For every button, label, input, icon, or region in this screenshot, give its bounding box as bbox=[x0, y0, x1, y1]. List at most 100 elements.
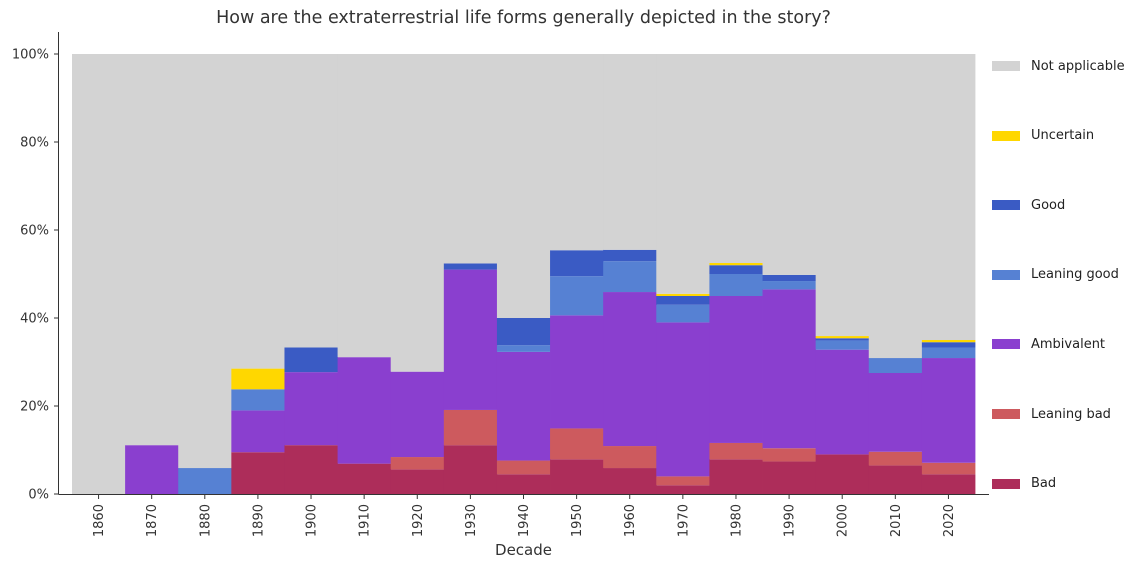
bar-segment bbox=[550, 276, 604, 316]
legend-item: Leaning good bbox=[992, 265, 1119, 285]
x-tick-label: 1990 bbox=[783, 504, 798, 537]
bar-segment bbox=[921, 54, 976, 340]
y-tick-label: 20% bbox=[20, 400, 49, 415]
legend-label: Uncertain bbox=[1031, 128, 1095, 144]
bar-segment bbox=[496, 474, 551, 494]
bar-segment bbox=[762, 54, 817, 275]
bar-segment bbox=[496, 345, 551, 352]
bar-segment bbox=[550, 315, 604, 429]
x-tick-label: 1960 bbox=[623, 504, 638, 537]
bar-segment bbox=[815, 336, 870, 339]
bar-segment bbox=[72, 54, 126, 494]
bar-segment bbox=[762, 281, 817, 290]
bar-segment bbox=[337, 463, 392, 494]
bar-segment bbox=[178, 468, 232, 494]
x-tick-label: 1940 bbox=[517, 504, 532, 537]
y-tick-label: 100% bbox=[12, 48, 49, 63]
bar-segment bbox=[337, 357, 392, 464]
bar-segment bbox=[603, 54, 657, 250]
bar-segment bbox=[868, 451, 923, 466]
bar-segment bbox=[125, 445, 179, 494]
bar-segment bbox=[390, 457, 445, 470]
y-tick-label: 80% bbox=[20, 136, 49, 151]
bar-segment bbox=[390, 54, 445, 372]
x-tick-label: 1890 bbox=[251, 504, 266, 537]
bar-segment bbox=[762, 289, 817, 449]
bar-segment bbox=[815, 54, 870, 337]
x-axis-label: Decade bbox=[495, 541, 552, 559]
bar-segment bbox=[496, 318, 551, 346]
legend-label: Leaning good bbox=[1031, 267, 1119, 283]
bar-segment bbox=[603, 446, 657, 469]
bar-segment bbox=[762, 274, 817, 282]
bar-segment bbox=[550, 428, 604, 460]
bar-segment bbox=[496, 460, 551, 475]
legend-label: Good bbox=[1031, 197, 1066, 213]
x-tick-label: 1930 bbox=[464, 504, 479, 537]
legend-swatch bbox=[992, 200, 1020, 211]
bar-segment bbox=[815, 349, 870, 455]
bar-segment bbox=[603, 468, 657, 494]
bar-segment bbox=[709, 263, 763, 266]
bar-segment bbox=[868, 358, 923, 373]
legend-swatch bbox=[992, 409, 1020, 419]
x-tick-label: 2010 bbox=[889, 504, 904, 537]
legend-item: Good bbox=[992, 195, 1065, 215]
bar-segment bbox=[231, 54, 285, 369]
bar-segment bbox=[815, 340, 870, 350]
legend-swatch bbox=[992, 130, 1020, 141]
y-tick-label: 40% bbox=[20, 312, 49, 327]
bar-segment bbox=[284, 347, 338, 373]
bar-segment bbox=[550, 250, 604, 277]
legend-label: Bad bbox=[1031, 476, 1057, 492]
x-tick-label: 1910 bbox=[358, 504, 373, 537]
bar-segment bbox=[762, 448, 817, 462]
bar-segment bbox=[868, 465, 923, 494]
legend-item: Bad bbox=[992, 474, 1056, 494]
legend-swatch bbox=[992, 478, 1020, 489]
bar-segment bbox=[656, 322, 710, 477]
legend-item: Ambivalent bbox=[992, 334, 1105, 354]
bar-segment bbox=[603, 292, 657, 447]
x-tick-label: 1900 bbox=[305, 504, 320, 537]
bars bbox=[72, 54, 976, 494]
legend-swatch bbox=[992, 61, 1020, 71]
bar-segment bbox=[656, 293, 710, 296]
x-tick-label: 1950 bbox=[570, 504, 585, 537]
bar-segment bbox=[656, 485, 710, 494]
bar-segment bbox=[603, 261, 657, 293]
bar-segment bbox=[231, 368, 285, 390]
legend-item: Uncertain bbox=[992, 126, 1094, 146]
x-tick-label: 2000 bbox=[836, 504, 851, 537]
bar-segment bbox=[656, 304, 710, 323]
x-tick-label: 2020 bbox=[942, 504, 957, 537]
bar-segment bbox=[868, 373, 923, 452]
legend-swatch bbox=[992, 339, 1020, 350]
bar-segment bbox=[390, 371, 445, 458]
bar-segment bbox=[921, 342, 976, 348]
x-tick-label: 1980 bbox=[729, 504, 744, 537]
bar-segment bbox=[921, 358, 976, 463]
bar-segment bbox=[815, 454, 870, 494]
x-tick-label: 1870 bbox=[145, 504, 160, 537]
y-tick-label: 0% bbox=[28, 488, 49, 503]
bar-segment bbox=[656, 296, 710, 305]
bar-segment bbox=[443, 263, 498, 270]
bar-segment bbox=[550, 54, 604, 251]
bar-segment bbox=[231, 410, 285, 453]
bar-segment bbox=[921, 462, 976, 475]
bar-segment bbox=[656, 54, 710, 294]
x-tick-label: 1920 bbox=[411, 504, 426, 537]
bar-segment bbox=[921, 347, 976, 359]
bar-segment bbox=[231, 389, 285, 411]
bar-segment bbox=[178, 54, 232, 469]
bar-segment bbox=[656, 476, 710, 486]
bar-segment bbox=[709, 459, 763, 494]
bar-segment bbox=[443, 409, 498, 446]
legend-swatch bbox=[992, 269, 1020, 280]
bar-segment bbox=[868, 54, 923, 359]
chart-title: How are the extraterrestrial life forms … bbox=[216, 8, 831, 28]
bar-segment bbox=[709, 265, 763, 274]
bar-segment bbox=[284, 445, 338, 494]
legend-label: Ambivalent bbox=[1031, 336, 1106, 352]
